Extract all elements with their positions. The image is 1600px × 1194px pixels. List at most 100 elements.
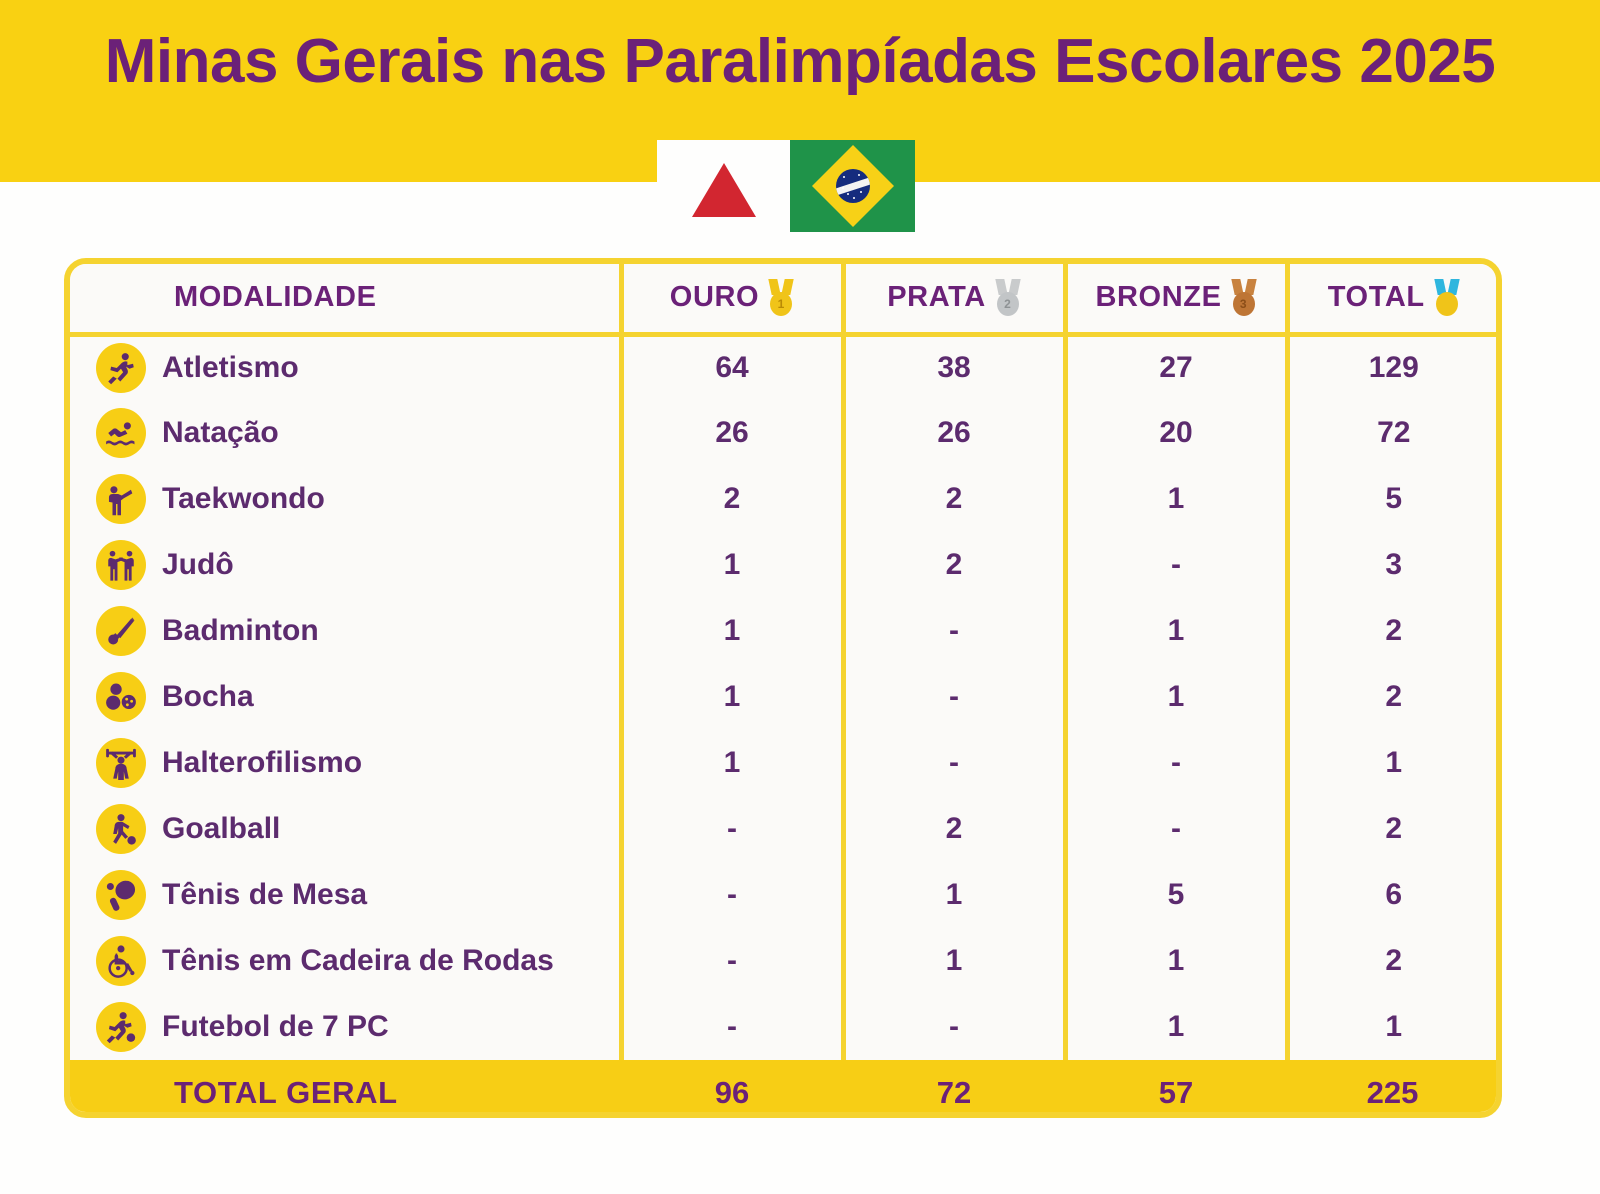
swimming-icon <box>96 408 146 458</box>
silver-cell: 1 <box>843 928 1068 994</box>
bronze-cell: - <box>1065 730 1290 796</box>
modality-label: Judô <box>162 548 234 581</box>
modality-label: Badminton <box>162 614 319 647</box>
total-gold: 96 <box>621 1060 843 1112</box>
table-foot: TOTAL GERAL 96 72 57 225 <box>70 1060 1496 1112</box>
total-label: TOTAL GERAL <box>70 1060 621 1112</box>
total-overall: 225 <box>1287 1060 1496 1112</box>
table-row: Natação 26 26 20 72 <box>70 400 1496 466</box>
modality-cell: Goalball <box>70 796 624 862</box>
silver-cell: 1 <box>843 862 1068 928</box>
bronze-cell: 1 <box>1065 994 1290 1060</box>
brazil-flag <box>790 140 915 232</box>
gold-cell: 1 <box>621 664 846 730</box>
modality-cell: Bocha <box>70 664 624 730</box>
table-row: Goalball -2-2 <box>70 796 1496 862</box>
modality-cell: Atletismo <box>70 334 624 400</box>
column-header-silver: PRATA 2 <box>843 264 1068 337</box>
modality-cell: Halterofilismo <box>70 730 624 796</box>
bronze-cell: 20 <box>1065 400 1290 466</box>
gold-cell: 1 <box>621 598 846 664</box>
table-body: Atletismo 64 38 27 129 Natação 26 26 20 72 Tae… <box>70 334 1496 1060</box>
total-cell: 1 <box>1287 730 1496 796</box>
modality-label: Tênis em Cadeira de Rodas <box>162 944 554 977</box>
br-band <box>835 174 870 197</box>
column-label-gold: OURO <box>669 281 760 314</box>
total-cell: 2 <box>1287 598 1496 664</box>
modality-label: Tênis de Mesa <box>162 878 368 911</box>
total-cell: 3 <box>1287 532 1496 598</box>
modality-cell: Natação <box>70 400 624 466</box>
total-cell: 2 <box>1287 796 1496 862</box>
silver-cell: 26 <box>843 400 1068 466</box>
modality-label: Halterofilismo <box>162 746 363 779</box>
silver-cell: 2 <box>843 532 1068 598</box>
column-label-silver: PRATA <box>887 281 986 314</box>
page-title: Minas Gerais nas Paralimpíadas Escolares… <box>104 27 1496 96</box>
modality-label: Futebol de 7 PC <box>162 1010 389 1043</box>
total-silver: 72 <box>843 1060 1065 1112</box>
total-cell: 2 <box>1287 664 1496 730</box>
weightlifting-icon <box>96 738 146 788</box>
modality-cell: Tênis em Cadeira de Rodas <box>70 928 624 994</box>
modality-cell: Badminton <box>70 598 624 664</box>
total-cell: 1 <box>1287 994 1496 1060</box>
wheelchair-icon <box>96 936 146 986</box>
br-globe <box>835 169 870 203</box>
modality-cell: Tênis de Mesa <box>70 862 624 928</box>
column-label-bronze: BRONZE <box>1095 281 1222 314</box>
total-cell: 6 <box>1287 862 1496 928</box>
flag-group <box>657 140 915 232</box>
modality-cell: Futebol de 7 PC <box>70 994 624 1060</box>
judo-icon <box>96 540 146 590</box>
header-row: MODALIDADE OURO 1 PRATA <box>70 264 1496 337</box>
silver-cell: - <box>843 730 1068 796</box>
running-icon <box>96 343 146 394</box>
bronze-medal-icon: 3 <box>1230 278 1257 317</box>
taekwondo-icon <box>96 474 146 524</box>
total-cell: 129 <box>1287 334 1496 400</box>
badminton-icon <box>96 606 146 656</box>
bronze-cell: - <box>1065 796 1290 862</box>
total-cell: 2 <box>1287 928 1496 994</box>
minas-gerais-flag <box>657 140 790 231</box>
column-header-total: TOTAL <box>1287 264 1496 337</box>
mg-triangle <box>691 163 756 217</box>
gold-medal-icon: 1 <box>768 278 794 317</box>
football7-icon <box>96 1002 146 1052</box>
column-header-bronze: BRONZE 3 <box>1065 264 1290 337</box>
total-medal-icon <box>1434 278 1460 317</box>
modality-label: Bocha <box>162 680 254 713</box>
column-header-modality: MODALIDADE <box>70 264 624 337</box>
goalball-icon <box>96 804 146 854</box>
gold-cell: - <box>621 994 846 1060</box>
bronze-cell: 1 <box>1065 598 1290 664</box>
column-header-gold: OURO 1 <box>621 264 846 337</box>
table-row: Atletismo 64 38 27 129 <box>70 334 1496 400</box>
medal-table-card: MODALIDADE OURO 1 PRATA <box>64 258 1502 1118</box>
total-cell: 72 <box>1287 400 1496 466</box>
bocha-icon <box>96 672 146 722</box>
medal-table: MODALIDADE OURO 1 PRATA <box>70 264 1496 1112</box>
modality-cell: Taekwondo <box>70 466 624 532</box>
modality-label: Atletismo <box>162 351 299 385</box>
silver-cell: - <box>843 598 1068 664</box>
gold-cell: - <box>621 796 846 862</box>
bronze-cell: 1 <box>1065 664 1290 730</box>
table-tennis-icon <box>96 870 146 920</box>
gold-cell: - <box>621 862 846 928</box>
table-row: Halterofilismo 1--1 <box>70 730 1496 796</box>
bronze-cell: 5 <box>1065 862 1290 928</box>
modality-cell: Judô <box>70 532 624 598</box>
bronze-cell: - <box>1065 532 1290 598</box>
gold-cell: - <box>621 928 846 994</box>
modality-label: Taekwondo <box>162 482 325 515</box>
